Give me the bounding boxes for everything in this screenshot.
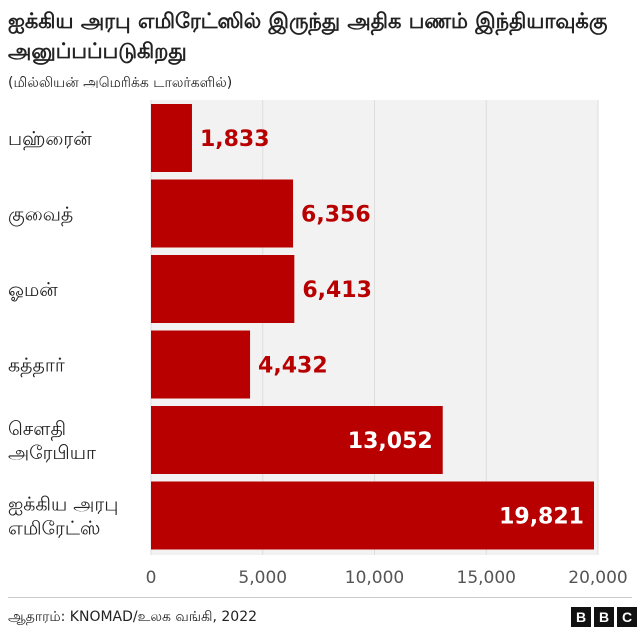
x-tick-label-3: 15,000 <box>457 568 516 588</box>
bbc-logo-letter-2: B <box>594 607 614 627</box>
bbc-logo-letter-3: C <box>617 607 637 627</box>
category-label-2-0: ஓமன் <box>8 279 58 301</box>
category-label-0-0: பஹ்ரைன் <box>8 128 92 150</box>
bar-5 <box>151 481 594 550</box>
bar-value-label-4: 13,052 <box>348 429 433 454</box>
bar-4 <box>151 406 443 474</box>
bar-1 <box>151 179 294 248</box>
category-label-1-0: குவைத் <box>8 204 73 227</box>
x-tick-label-2: 10,000 <box>345 568 404 588</box>
bar-chart: 1,833 பஹ்ரைன் 6,356 குவைத் 6,413 ஓமன் 4,432 கத்… <box>8 100 628 588</box>
category-label-5-0: ஐக்கிய அரபு <box>8 494 118 516</box>
bar-value-label-0: 1,833 <box>200 127 270 152</box>
category-label-4-1: அரேபியா <box>8 442 96 464</box>
x-tick-label-0: 0 <box>146 568 157 588</box>
bar-value-label-3: 4,432 <box>258 354 328 379</box>
chart-title: ஐக்கிய அரபு எமிரேட்ஸில் இருந்து அதிக பணம… <box>8 9 608 63</box>
x-tick-label-1: 5,000 <box>238 568 287 588</box>
bbc-logo-letter-1: B <box>571 607 591 627</box>
bar-value-label-1: 6,356 <box>301 203 371 228</box>
bar-3 <box>151 330 251 399</box>
bbc-logo: B B C <box>571 607 637 627</box>
bar-value-label-5: 19,821 <box>499 505 584 530</box>
source-note: ஆதாரம்: KNOMAD/உலக வங்கி, 2022 <box>8 609 258 625</box>
category-label-5-1: எமிரேட்ஸ் <box>8 518 100 540</box>
bar-2 <box>151 255 295 323</box>
bar-0 <box>151 104 192 172</box>
footer-divider <box>8 597 632 598</box>
chart-subtitle: (மில்லியன் அமெரிக்க டாலர்களில்) <box>8 75 233 91</box>
category-label-4-0: சௌதி <box>8 418 66 441</box>
x-tick-label-4: 20,000 <box>568 568 627 588</box>
category-label-3-0: கத்தார் <box>8 355 65 378</box>
bar-value-label-2: 6,413 <box>302 278 372 303</box>
